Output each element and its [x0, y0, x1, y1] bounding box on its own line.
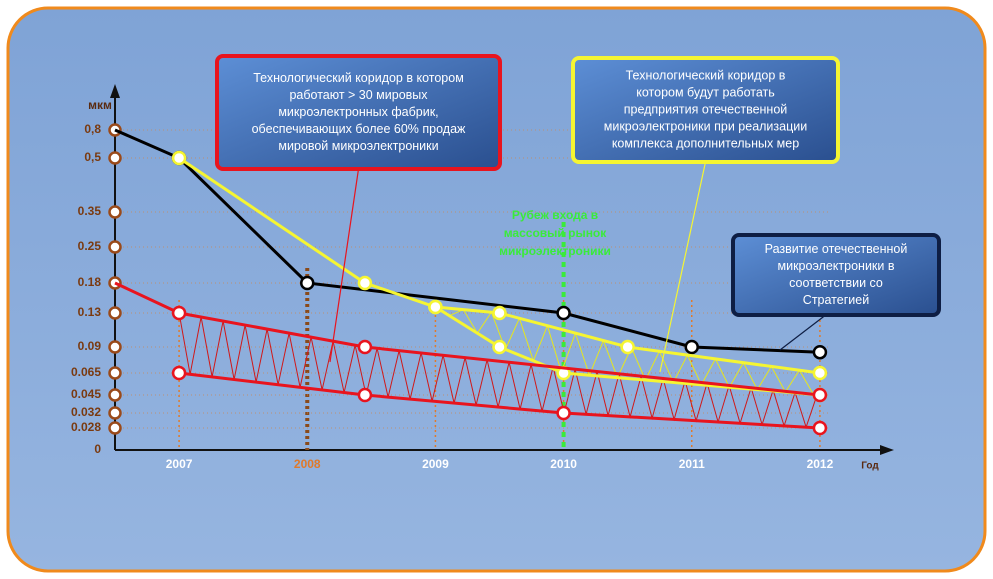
x-tick-label: 2010 [550, 457, 577, 471]
series-line [114, 128, 820, 354]
annotation-text: микроэлектронных фабрик, [278, 105, 438, 119]
corridor-hatch [435, 306, 814, 395]
annotation-box [571, 56, 840, 164]
point [812, 387, 828, 403]
annotation-text: микроэлектроники в [778, 259, 895, 273]
y-tick-marker [108, 306, 122, 320]
point [171, 365, 187, 381]
point [357, 339, 373, 355]
point [620, 339, 635, 355]
annotation-text: соответствии со [789, 276, 883, 290]
annotation-text: работают > 30 мировых [289, 88, 428, 102]
x-tick-label: 2007 [166, 457, 193, 471]
annotation-text: микроэлектроники при реализации [604, 119, 807, 133]
point [428, 299, 443, 315]
point [492, 305, 507, 321]
y-tick-label: 0.35 [78, 204, 102, 218]
y-tick-label: 0.25 [78, 239, 102, 253]
y-axis-arrow [110, 84, 120, 98]
annotation-text: Технологический коридор в [626, 68, 786, 82]
series-line [178, 156, 821, 375]
annotation-box [731, 233, 941, 317]
series-line [178, 371, 821, 430]
point [812, 365, 828, 381]
callout-line [779, 314, 827, 351]
x-tick-label: 2009 [422, 457, 449, 471]
point [357, 275, 373, 291]
point [492, 339, 507, 355]
x-axis-arrow [880, 445, 894, 455]
x-tick-label: 2008 [294, 457, 321, 471]
y-tick-marker [108, 366, 122, 380]
annotation-text: предприятия отечественной [624, 102, 788, 116]
y-tick-marker [108, 406, 122, 420]
callout-line [659, 161, 707, 373]
point [684, 339, 699, 355]
annotation-text: Технологический коридор в котором [253, 71, 464, 85]
y-tick-marker [108, 151, 122, 165]
point [556, 405, 571, 421]
y-tick-marker [108, 421, 122, 435]
annotation-text: Развитие отечественной [765, 242, 908, 256]
y-tick-label: 0.09 [78, 339, 102, 353]
annotation-text: Стратегией [803, 293, 869, 307]
threshold-label: микроэлектроники [499, 244, 611, 258]
point [357, 387, 373, 403]
threshold-label: массовый рынок [504, 226, 608, 240]
annotation-text: обеспечивающих более 60% продаж [252, 122, 466, 136]
annotation-text: комплекса дополнительных мер [612, 136, 799, 150]
annotation-box [215, 54, 502, 171]
y-tick-marker [108, 240, 122, 254]
point [812, 420, 828, 436]
series-line [114, 281, 821, 397]
y-axis-label: мкм [88, 98, 112, 112]
y-tick-label: 0.18 [78, 275, 102, 289]
point [171, 150, 187, 166]
x-axis-label: Год [861, 461, 879, 472]
point [300, 275, 315, 291]
y-tick-label: 0.028 [71, 420, 101, 434]
y-tick-label: 0.045 [71, 387, 101, 401]
plot: 2007 2008 2009 2010 2011 2012 0,8 0,5 0.35 0.25 0.… [71, 84, 894, 471]
y-tick-marker [108, 340, 122, 354]
x-tick-label: 2011 [679, 457, 705, 471]
point [171, 305, 187, 321]
y-tick-label: 0.032 [71, 405, 101, 419]
y-tick-label: 0.065 [71, 365, 101, 379]
threshold-label: Рубеж входа в [512, 208, 598, 222]
point [812, 344, 828, 360]
y-tick-label: 0,5 [84, 150, 101, 164]
y-tick-label: 0 [94, 442, 101, 456]
y-tick-label: 0.13 [78, 305, 102, 319]
point [556, 305, 571, 321]
series-line [434, 305, 821, 397]
annotation-text: мировой микроэлектроники [278, 139, 438, 153]
y-tick-marker [108, 205, 122, 219]
callout-line [329, 168, 360, 363]
y-tick-label: 0,8 [84, 122, 101, 136]
x-tick-label: 2012 [807, 457, 834, 471]
annotation-text: котором будут работать [636, 85, 775, 99]
y-tick-marker [108, 388, 122, 402]
